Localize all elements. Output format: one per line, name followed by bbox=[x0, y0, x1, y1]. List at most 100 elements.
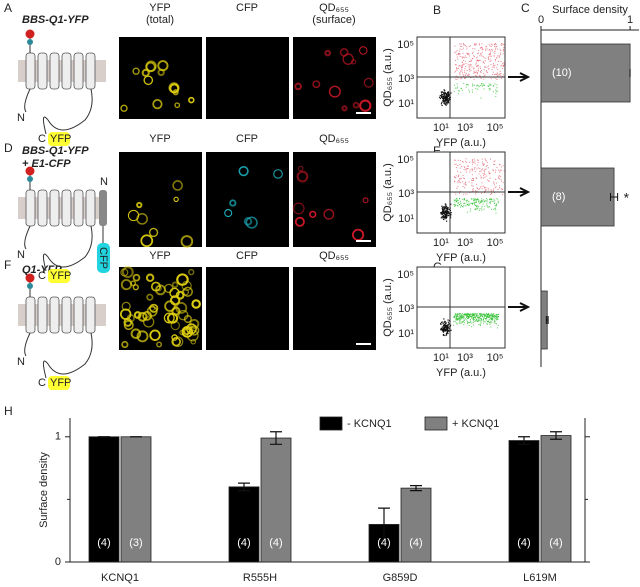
event bbox=[446, 91, 449, 94]
event bbox=[477, 52, 479, 54]
event bbox=[466, 313, 468, 315]
event bbox=[454, 52, 456, 54]
cell bbox=[130, 328, 142, 340]
y-tick-label: 10³ bbox=[398, 303, 414, 315]
event bbox=[459, 56, 461, 58]
event bbox=[483, 173, 485, 175]
event bbox=[502, 49, 504, 51]
event bbox=[476, 198, 478, 200]
cell bbox=[297, 165, 304, 172]
event bbox=[441, 101, 443, 103]
event bbox=[487, 68, 489, 70]
event bbox=[446, 93, 448, 95]
event bbox=[481, 182, 483, 184]
event bbox=[462, 316, 464, 318]
event bbox=[483, 72, 485, 74]
image-header: YFP bbox=[149, 2, 170, 14]
event bbox=[481, 43, 483, 45]
event bbox=[476, 75, 478, 77]
cell bbox=[132, 284, 139, 291]
event bbox=[478, 313, 480, 315]
event bbox=[487, 316, 489, 318]
event bbox=[489, 60, 491, 62]
image-header: CFP bbox=[236, 250, 258, 262]
error-bar bbox=[550, 431, 562, 440]
event bbox=[501, 180, 503, 182]
event bbox=[473, 78, 475, 80]
event bbox=[468, 317, 470, 319]
event bbox=[468, 73, 470, 75]
helix bbox=[37, 189, 48, 227]
x-tick-label: G859D bbox=[383, 572, 418, 584]
event bbox=[473, 198, 475, 200]
event bbox=[465, 72, 467, 74]
event bbox=[502, 50, 504, 52]
event bbox=[496, 78, 498, 80]
event bbox=[485, 200, 487, 202]
event bbox=[487, 314, 489, 316]
event bbox=[496, 73, 498, 75]
event bbox=[500, 188, 502, 190]
image-header: QD₆₅₅ bbox=[319, 133, 349, 145]
x-tick-label: 10⁵ bbox=[487, 122, 504, 134]
event bbox=[495, 44, 497, 46]
event bbox=[475, 204, 477, 206]
bar bbox=[540, 167, 615, 227]
event bbox=[469, 210, 471, 212]
event bbox=[482, 61, 484, 63]
event bbox=[473, 317, 475, 319]
event bbox=[490, 314, 492, 316]
event bbox=[454, 84, 456, 86]
event bbox=[454, 321, 456, 323]
event bbox=[460, 70, 462, 72]
cell bbox=[126, 314, 135, 323]
event bbox=[443, 206, 445, 208]
panel-letter: A bbox=[4, 1, 12, 15]
event bbox=[465, 66, 467, 68]
event bbox=[493, 55, 495, 57]
event bbox=[490, 46, 492, 48]
event bbox=[441, 208, 444, 211]
cell bbox=[121, 340, 129, 349]
event bbox=[446, 212, 448, 215]
event bbox=[476, 190, 478, 192]
event bbox=[489, 45, 491, 47]
event bbox=[444, 101, 446, 103]
event bbox=[481, 55, 483, 57]
event bbox=[497, 319, 499, 321]
event bbox=[473, 321, 475, 323]
cell bbox=[312, 80, 321, 89]
event bbox=[462, 89, 464, 91]
event bbox=[442, 328, 444, 330]
event bbox=[447, 102, 450, 104]
event bbox=[465, 205, 467, 207]
event bbox=[460, 206, 462, 208]
event bbox=[473, 55, 475, 57]
event bbox=[463, 315, 465, 317]
event bbox=[460, 78, 462, 80]
event bbox=[442, 216, 444, 218]
event bbox=[500, 54, 502, 56]
event bbox=[444, 92, 446, 95]
n-label: (3) bbox=[552, 314, 565, 326]
event bbox=[463, 63, 465, 65]
event bbox=[455, 163, 457, 165]
event bbox=[445, 104, 447, 106]
event bbox=[482, 164, 484, 166]
cell bbox=[245, 216, 258, 229]
event bbox=[473, 84, 475, 86]
event bbox=[446, 331, 448, 334]
event bbox=[460, 88, 462, 90]
event bbox=[476, 206, 478, 208]
event bbox=[446, 100, 448, 102]
event bbox=[443, 330, 445, 332]
event bbox=[464, 198, 466, 200]
event bbox=[473, 319, 475, 321]
event bbox=[487, 167, 489, 169]
event bbox=[445, 99, 447, 101]
micrograph bbox=[119, 267, 202, 350]
event bbox=[446, 95, 448, 97]
event bbox=[502, 43, 504, 45]
event bbox=[497, 188, 499, 190]
